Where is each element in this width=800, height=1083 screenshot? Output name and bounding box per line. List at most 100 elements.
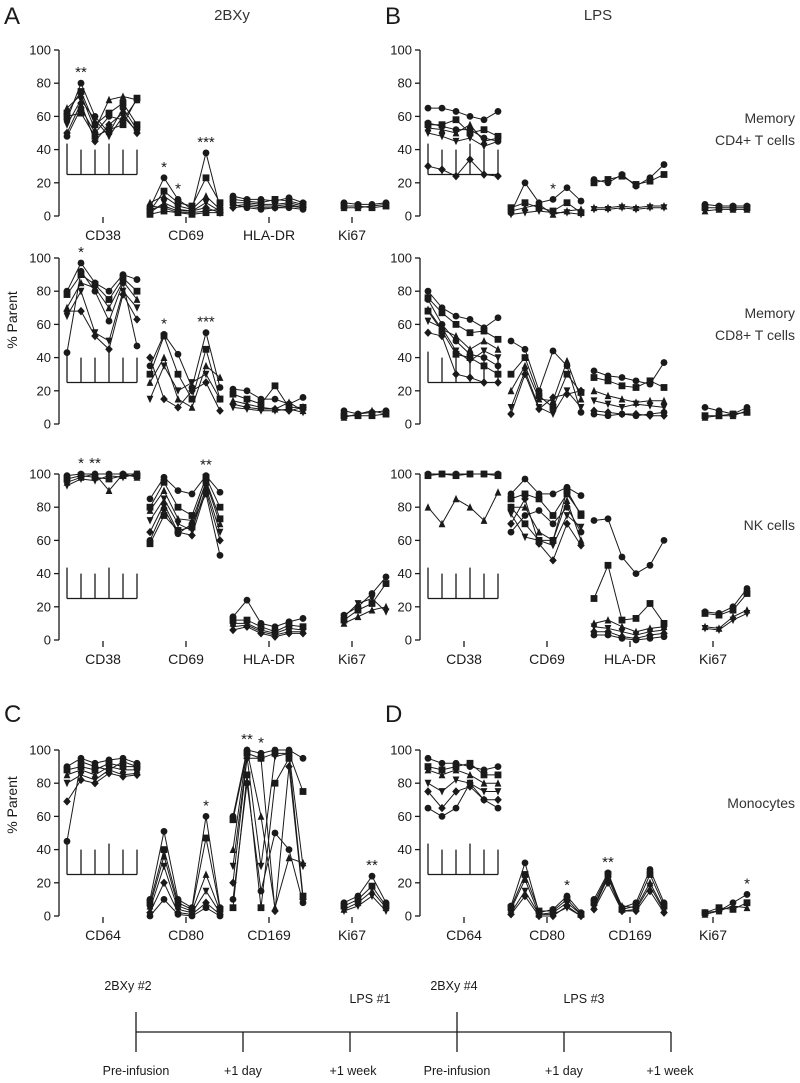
data-point bbox=[202, 378, 210, 387]
data-point bbox=[618, 404, 626, 412]
marker-group bbox=[146, 813, 224, 920]
significance-label: *** bbox=[197, 314, 215, 331]
data-point bbox=[285, 629, 293, 638]
data-point bbox=[188, 512, 196, 519]
data-point bbox=[743, 205, 751, 213]
data-point bbox=[229, 878, 237, 887]
data-point bbox=[63, 312, 71, 321]
y-tick-label: 0 bbox=[44, 209, 51, 224]
data-point bbox=[160, 896, 168, 903]
data-point bbox=[507, 495, 515, 503]
data-point bbox=[424, 124, 432, 132]
data-point bbox=[119, 279, 127, 287]
data-point bbox=[438, 770, 446, 779]
timeline: Pre-infusion +1 day +1 week Pre-infusion… bbox=[103, 979, 695, 1078]
series-line bbox=[343, 597, 387, 618]
data-point bbox=[480, 771, 488, 779]
data-point bbox=[105, 317, 113, 325]
data-point bbox=[299, 892, 307, 900]
timeline-label-pre-infusion-1: Pre-infusion bbox=[103, 1064, 170, 1078]
data-point bbox=[77, 306, 85, 316]
y-tick-label: 0 bbox=[405, 209, 412, 224]
data-point bbox=[368, 882, 376, 890]
data-point bbox=[715, 205, 723, 213]
data-point bbox=[133, 470, 141, 478]
data-point bbox=[549, 541, 557, 550]
data-point bbox=[354, 902, 362, 911]
panel-letter-b: B bbox=[385, 3, 401, 30]
data-point bbox=[63, 766, 71, 774]
marker-group bbox=[229, 382, 307, 417]
row-label-cd8-line1: Memory bbox=[744, 305, 795, 321]
data-point bbox=[563, 209, 571, 217]
data-point bbox=[494, 362, 502, 370]
series-line bbox=[149, 202, 221, 214]
data-point bbox=[146, 370, 154, 378]
data-point bbox=[160, 207, 168, 215]
data-point bbox=[466, 373, 474, 382]
data-point bbox=[105, 95, 113, 104]
data-point bbox=[466, 113, 474, 120]
data-point bbox=[299, 403, 307, 412]
data-point bbox=[563, 901, 571, 911]
timeline-label-pre-infusion-2: Pre-infusion bbox=[424, 1064, 491, 1078]
category-label: Ki67 bbox=[338, 227, 366, 243]
data-point bbox=[91, 470, 99, 478]
data-point bbox=[535, 537, 543, 544]
data-point bbox=[549, 520, 557, 528]
data-point bbox=[452, 312, 460, 320]
data-point bbox=[105, 472, 113, 480]
data-point bbox=[133, 295, 141, 303]
data-point bbox=[424, 779, 432, 788]
data-point bbox=[63, 113, 71, 120]
data-point bbox=[368, 872, 376, 880]
panel-letter-d: D bbox=[385, 701, 402, 728]
data-point bbox=[160, 499, 168, 509]
data-point bbox=[382, 608, 390, 616]
series-line bbox=[66, 90, 138, 126]
y-tick-label: 80 bbox=[37, 776, 51, 791]
data-point bbox=[507, 210, 515, 219]
data-point bbox=[618, 382, 626, 390]
data-point bbox=[216, 503, 224, 511]
data-point bbox=[521, 875, 529, 883]
data-point bbox=[91, 763, 99, 770]
data-point bbox=[521, 179, 529, 187]
series-line bbox=[704, 208, 747, 212]
data-point bbox=[452, 171, 460, 181]
y-tick-label: 40 bbox=[37, 142, 51, 157]
data-point bbox=[202, 199, 210, 207]
data-point bbox=[133, 770, 141, 780]
data-point bbox=[174, 520, 182, 528]
significance-label: * bbox=[78, 455, 84, 472]
significance-label: * bbox=[78, 244, 84, 261]
data-point bbox=[438, 327, 446, 335]
data-point bbox=[160, 846, 168, 853]
data-point bbox=[563, 512, 571, 520]
data-point bbox=[202, 904, 210, 912]
series-line bbox=[593, 400, 665, 408]
data-point bbox=[63, 482, 71, 490]
data-point bbox=[701, 910, 709, 918]
category-label: CD64 bbox=[85, 927, 121, 943]
data-point bbox=[424, 503, 432, 511]
series-line bbox=[427, 158, 499, 177]
data-point bbox=[174, 387, 182, 395]
series-line bbox=[344, 203, 387, 209]
data-point bbox=[202, 370, 210, 379]
significance-label: * bbox=[203, 797, 209, 814]
data-point bbox=[438, 519, 446, 528]
data-point bbox=[202, 329, 210, 337]
data-point bbox=[521, 520, 529, 528]
data-point bbox=[271, 382, 279, 390]
data-point bbox=[521, 354, 529, 361]
timeline-label-1-day-2: +1 day bbox=[545, 1064, 584, 1078]
y-tick-label: 20 bbox=[398, 875, 412, 890]
marker-group bbox=[63, 470, 141, 494]
row-label-cd4-line1: Memory bbox=[744, 110, 795, 126]
data-point bbox=[160, 505, 168, 513]
data-point bbox=[216, 209, 224, 217]
series-line bbox=[343, 890, 387, 910]
